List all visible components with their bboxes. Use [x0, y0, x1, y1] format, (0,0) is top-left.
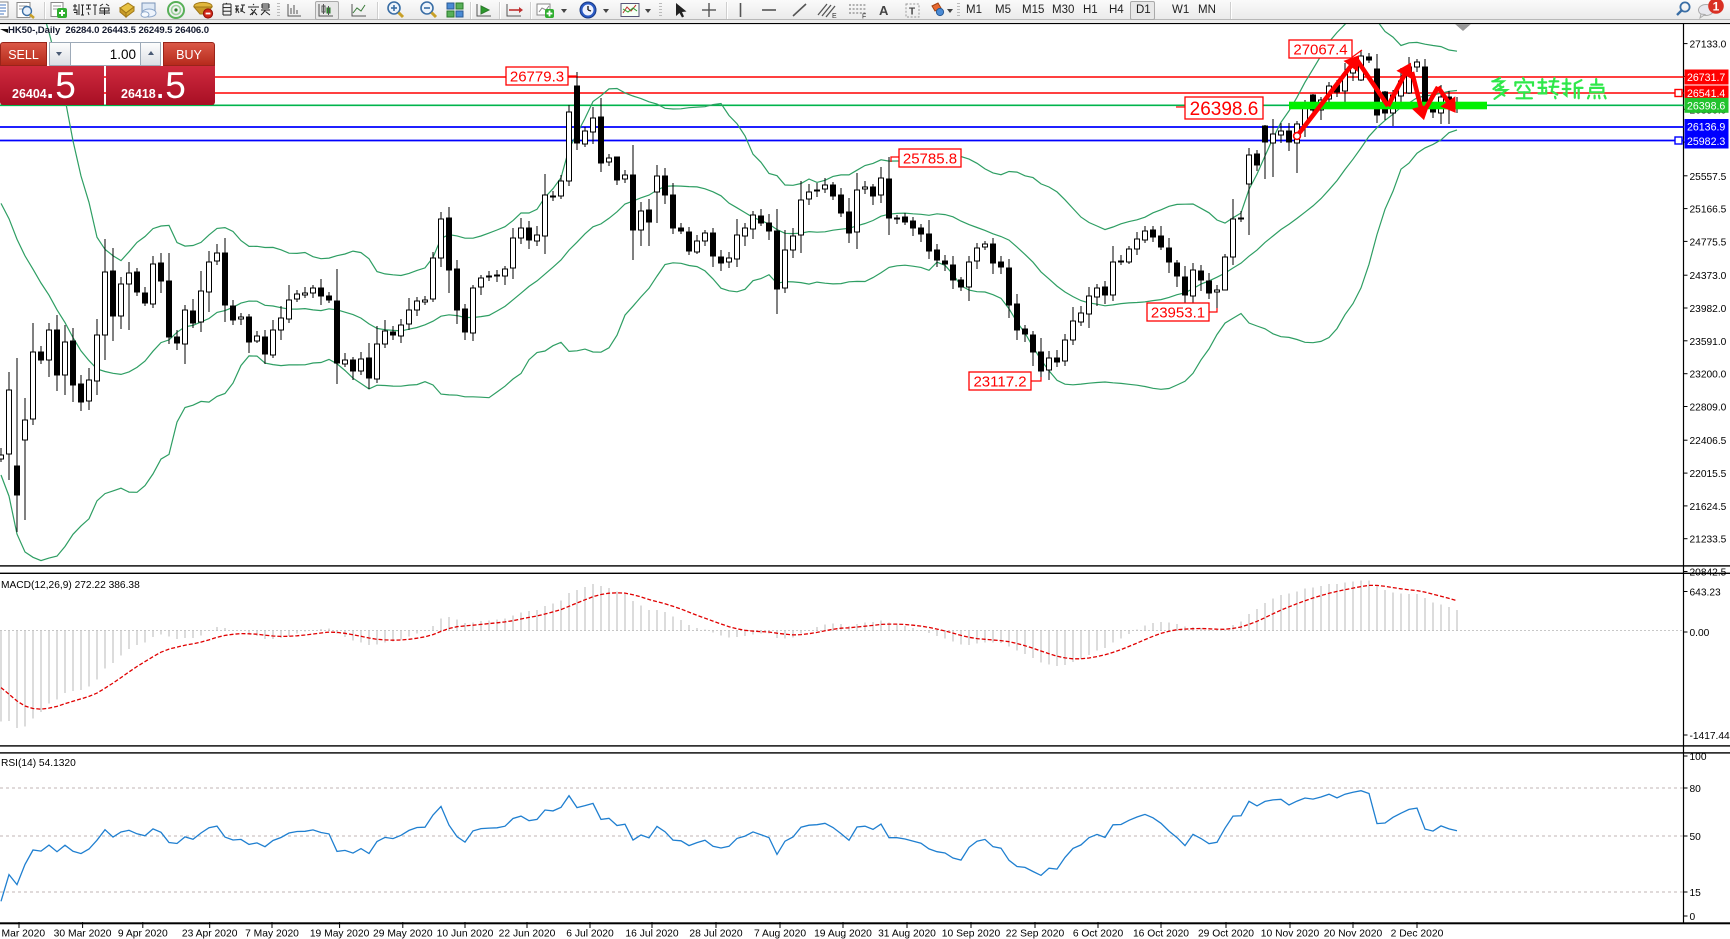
svg-text:23200.0: 23200.0 [1690, 370, 1727, 381]
svg-text:23591.0: 23591.0 [1690, 337, 1727, 348]
svg-text:0.00: 0.00 [1690, 628, 1710, 639]
svg-text:19 Aug 2020: 19 Aug 2020 [814, 929, 872, 939]
svg-text:26779.3: 26779.3 [510, 68, 564, 85]
svg-text:26136.9: 26136.9 [1687, 122, 1725, 134]
svg-text:10 Jun 2020: 10 Jun 2020 [437, 929, 494, 939]
svg-text:A: A [879, 3, 889, 18]
svg-text:21233.5: 21233.5 [1690, 535, 1727, 546]
svg-text:29 Oct 2020: 29 Oct 2020 [1198, 929, 1254, 939]
svg-text:10 Nov 2020: 10 Nov 2020 [1261, 929, 1320, 939]
svg-text:23953.1: 23953.1 [1151, 304, 1205, 321]
svg-text:26731.7: 26731.7 [1687, 72, 1725, 84]
svg-text:26398.6: 26398.6 [1687, 100, 1725, 112]
svg-text:RSI(14) 54.1320: RSI(14) 54.1320 [1, 758, 76, 769]
svg-text:25785.8: 25785.8 [903, 150, 957, 167]
svg-text:25557.5: 25557.5 [1690, 172, 1727, 183]
svg-text:22 Sep 2020: 22 Sep 2020 [1006, 929, 1065, 939]
svg-text:23117.2: 23117.2 [973, 373, 1026, 390]
svg-text:20 Nov 2020: 20 Nov 2020 [1324, 929, 1383, 939]
svg-text:F: F [862, 14, 866, 21]
svg-text:MACD(12,26,9) 272.22 386.38: MACD(12,26,9) 272.22 386.38 [1, 580, 140, 591]
svg-text:6 Oct 2020: 6 Oct 2020 [1073, 929, 1124, 939]
svg-text:0: 0 [1690, 912, 1696, 923]
svg-text:T: T [909, 7, 915, 18]
svg-text:8 Mar 2020: 8 Mar 2020 [0, 929, 45, 939]
svg-text:27067.4: 27067.4 [1293, 41, 1347, 58]
svg-text:23982.0: 23982.0 [1690, 304, 1727, 315]
svg-text:28 Jul 2020: 28 Jul 2020 [689, 929, 743, 939]
svg-text:26541.4: 26541.4 [1687, 88, 1725, 100]
svg-text:25982.3: 25982.3 [1687, 136, 1725, 148]
svg-text:20842.5: 20842.5 [1690, 568, 1727, 579]
svg-text:16 Oct 2020: 16 Oct 2020 [1133, 929, 1189, 939]
svg-text:22809.0: 22809.0 [1690, 403, 1727, 414]
svg-text:24373.0: 24373.0 [1690, 271, 1727, 282]
svg-text:29 May 2020: 29 May 2020 [373, 929, 433, 939]
svg-text:2 Dec 2020: 2 Dec 2020 [1391, 929, 1444, 939]
svg-text:6 Jul 2020: 6 Jul 2020 [566, 929, 614, 939]
svg-text:19 May 2020: 19 May 2020 [310, 929, 370, 939]
svg-text:26398.6: 26398.6 [1190, 99, 1259, 120]
svg-text:22406.5: 22406.5 [1690, 436, 1727, 447]
svg-text:21624.5: 21624.5 [1690, 502, 1727, 513]
svg-text:9 Apr 2020: 9 Apr 2020 [118, 929, 168, 939]
svg-text:31 Aug 2020: 31 Aug 2020 [878, 929, 936, 939]
svg-text:100: 100 [1690, 752, 1707, 763]
svg-text:50: 50 [1690, 832, 1702, 843]
svg-text:27133.0: 27133.0 [1690, 40, 1727, 51]
svg-text:23 Apr 2020: 23 Apr 2020 [182, 929, 238, 939]
svg-text:E: E [832, 13, 837, 20]
svg-text:30 Mar 2020: 30 Mar 2020 [54, 929, 112, 939]
svg-text:24775.5: 24775.5 [1690, 237, 1727, 248]
svg-text:16 Jul 2020: 16 Jul 2020 [625, 929, 679, 939]
svg-text:22015.5: 22015.5 [1690, 469, 1727, 480]
svg-text:22 Jun 2020: 22 Jun 2020 [499, 929, 556, 939]
svg-text:1: 1 [1713, 0, 1720, 14]
svg-text:7 Aug 2020: 7 Aug 2020 [754, 929, 806, 939]
svg-text:25166.5: 25166.5 [1690, 205, 1727, 216]
svg-text:80: 80 [1690, 784, 1702, 795]
svg-text:7 May 2020: 7 May 2020 [245, 929, 299, 939]
svg-text:-1417.44: -1417.44 [1690, 731, 1730, 742]
svg-text:10 Sep 2020: 10 Sep 2020 [942, 929, 1001, 939]
svg-text:643.23: 643.23 [1690, 588, 1721, 599]
svg-text:15: 15 [1690, 888, 1702, 899]
